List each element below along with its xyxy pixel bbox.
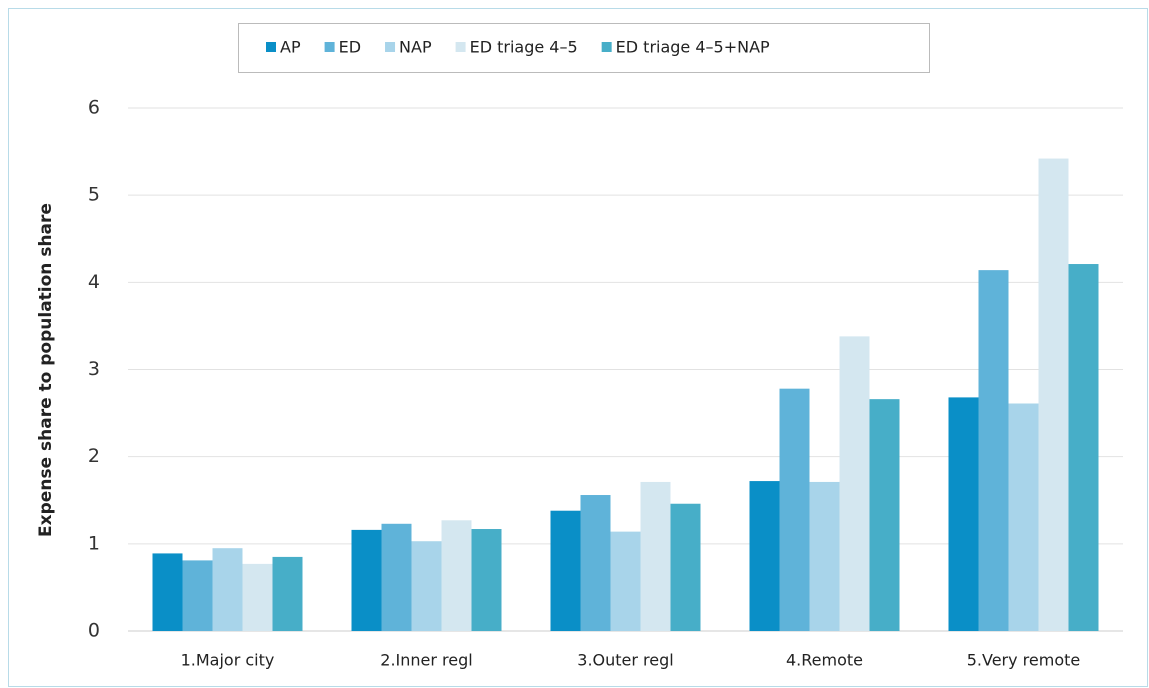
bar: [381, 523, 412, 631]
bar: [1068, 264, 1099, 631]
bar: [610, 531, 641, 631]
bar: [779, 388, 810, 631]
y-tick-label: 1: [88, 532, 100, 554]
legend-label: AP: [280, 38, 301, 57]
bar: [670, 503, 701, 631]
legend-label: ED triage 4–5: [470, 38, 578, 57]
bar: [441, 520, 472, 631]
bar: [948, 397, 979, 631]
bar: [351, 529, 382, 631]
bar: [550, 510, 581, 631]
y-tick-label: 5: [88, 184, 100, 206]
bar: [471, 529, 502, 631]
legend-swatch: [266, 42, 276, 52]
x-tick-label: 4.Remote: [786, 651, 863, 670]
x-tick-label: 2.Inner regl: [380, 651, 472, 670]
bar: [212, 548, 243, 631]
y-tick-label: 6: [88, 97, 100, 119]
bar: [869, 399, 900, 631]
legend-swatch: [324, 42, 335, 52]
bar: [1008, 403, 1039, 631]
y-tick-label: 3: [88, 358, 100, 380]
y-tick-label: 2: [88, 445, 100, 467]
legend-label: NAP: [399, 38, 432, 57]
legend-swatch: [385, 42, 396, 52]
legend-swatch: [455, 42, 466, 52]
bar: [242, 563, 273, 631]
bar: [1038, 158, 1069, 631]
x-tick-label: 5.Very remote: [967, 651, 1081, 670]
bar: [839, 336, 870, 631]
legend-box: [238, 23, 930, 73]
y-axis-label: Expense share to population share: [36, 203, 56, 537]
bar: [411, 541, 442, 631]
legend-label: ED: [339, 38, 361, 57]
bar: [182, 560, 213, 631]
bar: [272, 556, 303, 631]
y-tick-label: 0: [88, 620, 100, 642]
bar: [978, 270, 1009, 631]
bar: [749, 481, 780, 631]
bar: [640, 481, 671, 631]
bar: [809, 481, 840, 631]
bar: [580, 495, 611, 631]
legend-swatch: [601, 42, 612, 52]
legend-label: ED triage 4–5+NAP: [616, 38, 770, 57]
bar: [152, 553, 183, 631]
x-tick-label: 1.Major city: [181, 651, 275, 670]
y-tick-label: 4: [88, 271, 100, 293]
x-tick-label: 3.Outer regl: [577, 651, 673, 670]
